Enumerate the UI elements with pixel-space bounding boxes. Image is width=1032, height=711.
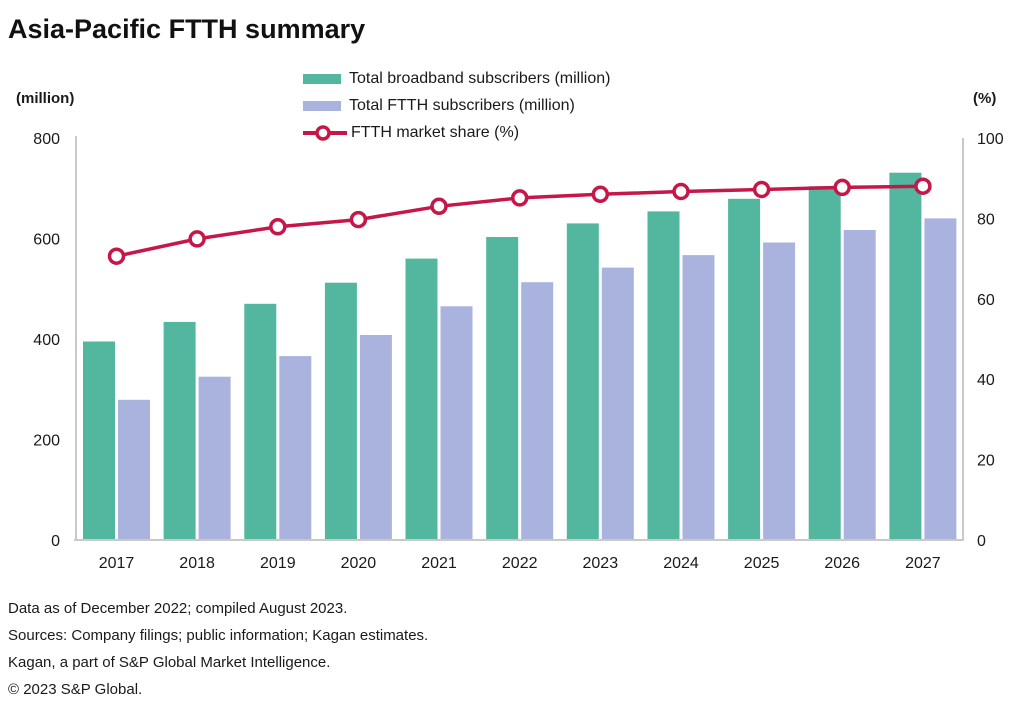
left-axis-tick-label: 200 bbox=[33, 433, 60, 450]
bar-ftth-2019 bbox=[279, 356, 312, 540]
bar-broadband-2019 bbox=[244, 303, 277, 540]
right-axis-tick-label: 20 bbox=[977, 453, 995, 470]
bar-broadband-2018 bbox=[163, 321, 196, 540]
footnote-line: Sources: Company filings; public informa… bbox=[8, 627, 429, 644]
bar-ftth-2027 bbox=[924, 218, 957, 540]
right-axis-tick-label: 60 bbox=[977, 292, 995, 309]
footnote-line: Data as of December 2022; compiled Augus… bbox=[8, 600, 348, 617]
x-axis-label-2025: 2025 bbox=[744, 555, 780, 572]
left-axis-unit-label: (million) bbox=[16, 90, 75, 107]
legend-item-label: FTTH market share (%) bbox=[351, 124, 520, 141]
right-axis-tick-label: 40 bbox=[977, 372, 995, 389]
bar-ftth-2021 bbox=[440, 306, 473, 540]
share-marker-2025 bbox=[752, 180, 771, 199]
legend-item-label: Total FTTH subscribers (million) bbox=[349, 97, 575, 114]
bar-broadband-2023 bbox=[566, 223, 599, 540]
legend-item-share: FTTH market share (%) bbox=[303, 123, 610, 143]
bar-ftth-2020 bbox=[359, 335, 392, 540]
footnote-line: © 2023 S&P Global. bbox=[8, 681, 143, 698]
bar-broadband-2021 bbox=[405, 258, 438, 540]
chart-footnotes: Data as of December 2022; compiled Augus… bbox=[8, 595, 428, 703]
share-marker-2020 bbox=[349, 210, 368, 229]
broadband-swatch-icon bbox=[303, 74, 341, 84]
share-marker-2019 bbox=[269, 218, 287, 236]
x-axis-label-2024: 2024 bbox=[663, 555, 699, 572]
x-axis-label-2027: 2027 bbox=[905, 555, 941, 572]
bar-broadband-2022 bbox=[486, 237, 519, 540]
bar-ftth-2023 bbox=[601, 267, 634, 540]
legend-item-ftth: Total FTTH subscribers (million) bbox=[303, 96, 610, 116]
bar-ftth-2024 bbox=[682, 255, 715, 540]
x-axis-label-2019: 2019 bbox=[260, 555, 296, 572]
share-marker-2023 bbox=[591, 185, 610, 204]
x-axis-label-2020: 2020 bbox=[341, 555, 377, 572]
x-axis-label-2021: 2021 bbox=[421, 555, 457, 572]
x-axis-label-2026: 2026 bbox=[824, 555, 860, 572]
bar-ftth-2026 bbox=[843, 230, 876, 540]
bar-broadband-2025 bbox=[728, 198, 761, 541]
footnote-line: Kagan, a part of S&P Global Market Intel… bbox=[8, 654, 331, 671]
share-marker-2024 bbox=[672, 182, 690, 201]
ftth-swatch-icon bbox=[303, 101, 341, 111]
share-marker-2027 bbox=[914, 177, 932, 195]
left-axis-tick-label: 400 bbox=[33, 332, 60, 349]
bar-broadband-2024 bbox=[647, 211, 680, 540]
legend-item-label: Total broadband subscribers (million) bbox=[349, 70, 611, 87]
left-axis-tick-label: 600 bbox=[33, 232, 60, 249]
bar-ftth-2022 bbox=[521, 282, 554, 540]
share-marker-2021 bbox=[430, 197, 448, 216]
right-axis-unit-label: (%) bbox=[973, 90, 997, 107]
left-axis-tick-label: 800 bbox=[33, 131, 60, 148]
x-axis-label-2017: 2017 bbox=[99, 555, 135, 572]
line-circle-marker-icon bbox=[303, 125, 347, 141]
bar-broadband-2027 bbox=[889, 172, 922, 540]
page-title: Asia-Pacific FTTH summary bbox=[8, 14, 366, 44]
bar-broadband-2026 bbox=[808, 186, 841, 540]
left-axis-tick-label: 0 bbox=[51, 533, 60, 550]
x-axis-label-2018: 2018 bbox=[179, 555, 215, 572]
chart-legend: Total broadband subscribers (million) To… bbox=[303, 69, 610, 143]
x-axis-label-2023: 2023 bbox=[583, 555, 619, 572]
bar-broadband-2017 bbox=[83, 341, 115, 540]
right-axis-tick-label: 100 bbox=[977, 131, 1004, 148]
legend-item-broadband: Total broadband subscribers (million) bbox=[303, 69, 610, 89]
bar-ftth-2025 bbox=[763, 242, 796, 540]
right-axis-tick-label: 80 bbox=[977, 211, 995, 228]
bar-ftth-2017 bbox=[118, 399, 150, 540]
share-marker-2017 bbox=[107, 247, 126, 265]
right-axis-tick-label: 0 bbox=[977, 533, 986, 550]
x-axis-label-2022: 2022 bbox=[502, 555, 538, 572]
bar-ftth-2018 bbox=[198, 376, 231, 540]
share-marker-2026 bbox=[833, 178, 851, 197]
bar-broadband-2020 bbox=[324, 282, 357, 540]
share-marker-2022 bbox=[510, 189, 529, 207]
share-marker-2018 bbox=[188, 230, 206, 248]
